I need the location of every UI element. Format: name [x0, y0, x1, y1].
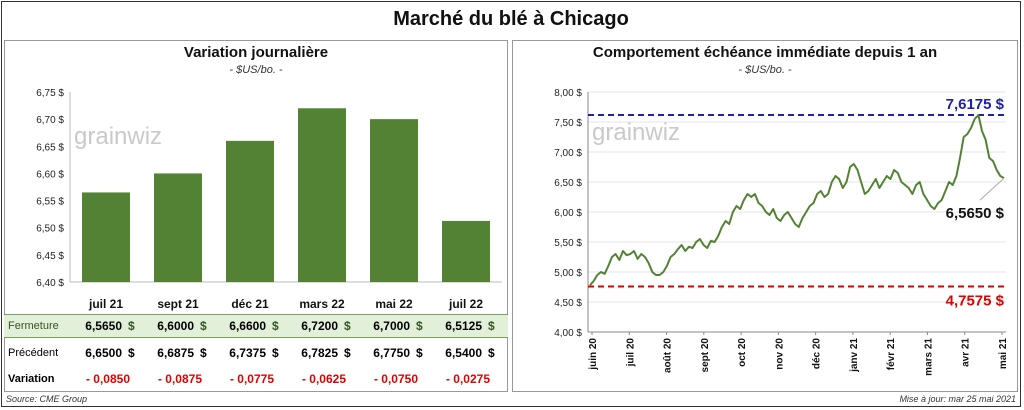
x-tick-label: juil 20 [625, 338, 636, 368]
bar [82, 192, 130, 282]
currency-symbol: $ [344, 319, 351, 333]
previous-value: 6,7375 [229, 346, 266, 360]
x-tick-label: mars 22 [299, 297, 345, 311]
previous-value: 6,5400 [445, 346, 482, 360]
close-value: 6,6000 [157, 319, 194, 333]
currency-symbol: $ [272, 346, 279, 360]
min-label: 4,7575 $ [946, 293, 1005, 310]
y-tick-label: 5,00 $ [554, 268, 582, 279]
x-tick-label: oct 20 [737, 338, 748, 367]
x-tick-label: juin 20 [588, 338, 599, 371]
bar [298, 108, 346, 283]
currency-symbol: $ [128, 346, 135, 360]
y-tick-label: 6,40 $ [36, 278, 64, 289]
bar [226, 140, 274, 282]
x-tick-label: avr 21 [961, 338, 972, 367]
currency-symbol: $ [200, 319, 207, 333]
variation-row-label: Variation [8, 373, 55, 385]
x-tick-label: déc 21 [231, 297, 269, 311]
x-tick-label: déc 20 [812, 338, 823, 370]
currency-symbol: $ [416, 319, 423, 333]
variation-value: - 0,0625 [301, 372, 346, 386]
left-chart-unit: - $US/bo. - [229, 64, 283, 76]
variation-row: Variation - 0,0850 - 0,0875 - 0,0775 - 0,06… [4, 368, 508, 390]
watermark: grainwiz [74, 123, 162, 150]
y-tick-label: 6,65 $ [36, 142, 64, 153]
y-tick-label: 7,50 $ [554, 118, 582, 129]
last-value-leader [979, 177, 1005, 201]
y-tick-label: 6,50 $ [36, 224, 64, 235]
x-tick-label: mars 21 [923, 338, 934, 376]
left-chart-title: Variation journalière [183, 44, 329, 61]
currency-symbol: $ [272, 319, 279, 333]
watermark: grainwiz [592, 119, 680, 146]
last-value-label: 6,5650 $ [946, 205, 1005, 222]
x-tick-label: févr 21 [886, 338, 897, 371]
y-tick-label: 8,00 $ [554, 88, 582, 99]
bar [442, 220, 490, 282]
max-label: 7,6175 $ [946, 96, 1005, 113]
currency-symbol: $ [488, 319, 495, 333]
previous-value: 6,7750 [373, 346, 410, 360]
currency-symbol: $ [128, 319, 135, 333]
previous-value: 6,6875 [157, 346, 194, 360]
variation-value: - 0,0875 [157, 372, 202, 386]
y-tick-label: 4,50 $ [554, 298, 582, 309]
y-tick-label: 6,55 $ [36, 197, 64, 208]
y-tick-label: 4,00 $ [554, 328, 582, 339]
x-tick-label: août 20 [663, 338, 674, 373]
close-value: 6,7200 [301, 319, 338, 333]
currency-symbol: $ [488, 346, 495, 360]
previous-value: 6,6500 [85, 346, 122, 360]
page-title: Marché du blé à Chicago [393, 8, 629, 30]
close-value: 6,7000 [373, 319, 410, 333]
x-tick-label: mai 22 [375, 297, 413, 311]
right-chart-panel [512, 40, 1018, 392]
y-tick-label: 6,60 $ [36, 169, 64, 180]
previous-value: 6,7825 [301, 346, 338, 360]
x-tick-label: juil 22 [448, 297, 483, 311]
currency-symbol: $ [200, 346, 207, 360]
bar [154, 173, 202, 282]
x-tick-label: sept 21 [157, 297, 199, 311]
x-tick-label: mai 21 [998, 338, 1009, 370]
update-note: Mise à jour: mar 25 mai 2021 [899, 394, 1016, 404]
close-row: Fermeture 6,5650 $6,6000 $6,6600 $6,7200 $6,… [4, 314, 508, 338]
close-row-label: Fermeture [8, 320, 59, 332]
x-tick-label: juil 21 [88, 297, 123, 311]
y-tick-label: 5,50 $ [554, 238, 582, 249]
currency-symbol: $ [416, 346, 423, 360]
right-chart-unit: - $US/bo. - [738, 64, 792, 76]
variation-value: - 0,0750 [373, 372, 418, 386]
close-value: 6,5125 [445, 319, 482, 333]
y-tick-label: 6,75 $ [36, 88, 64, 99]
source-note: Source: CME Group [6, 394, 88, 404]
x-tick-label: janv 21 [849, 338, 860, 373]
bar [370, 119, 418, 282]
y-tick-label: 6,00 $ [554, 208, 582, 219]
currency-symbol: $ [344, 346, 351, 360]
close-value: 6,6600 [229, 319, 266, 333]
right-chart-title: Comportement échéance immédiate depuis 1… [592, 44, 938, 61]
x-tick-label: sept 20 [700, 338, 711, 373]
y-tick-label: 7,00 $ [554, 148, 582, 159]
left-chart-panel [4, 40, 508, 392]
previous-row-label: Précédent [8, 347, 59, 359]
x-tick-label: nov 20 [774, 338, 785, 370]
variation-value: - 0,0850 [85, 372, 130, 386]
y-tick-label: 6,50 $ [554, 178, 582, 189]
previous-row: Précédent 6,6500 $6,6875 $6,7375 $6,7825 $6,… [4, 342, 508, 364]
y-tick-label: 6,70 $ [36, 115, 64, 126]
price-line [589, 114, 1005, 286]
line-chart: 4,00 $ 4,50 $ 5,00 $ 5,50 $ 6,00 $ 6,50 $ 7,00… [554, 88, 1009, 376]
close-value: 6,5650 [85, 319, 122, 333]
bar-chart: 6,40 $ 6,45 $ 6,50 $ 6,55 $ 6,60 $ 6,65 $ 6,70… [36, 88, 502, 311]
variation-value: - 0,0775 [229, 372, 274, 386]
variation-value: - 0,0275 [445, 372, 490, 386]
y-tick-label: 6,45 $ [36, 251, 64, 262]
